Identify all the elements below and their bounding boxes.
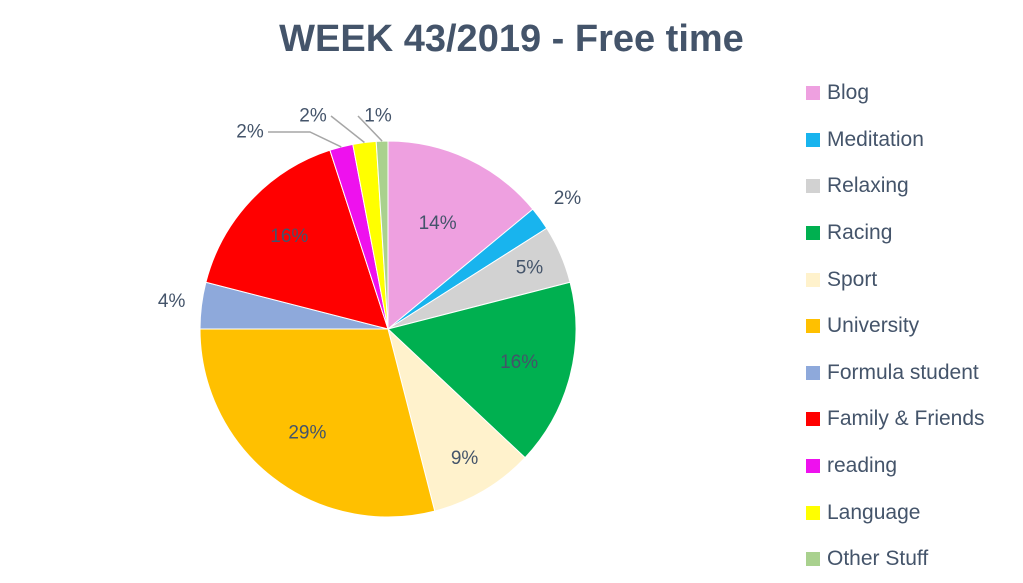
leader-line-other-stuff: [357, 115, 383, 142]
legend-label: Meditation: [827, 127, 924, 151]
leader-line-reading: [268, 131, 342, 148]
leader-line-language: [330, 115, 365, 144]
legend-item-other-stuff: Other Stuff: [806, 536, 985, 583]
pie-slice-university: [199, 328, 436, 518]
legend-swatch: [806, 272, 820, 287]
legend-swatch: [806, 412, 820, 427]
legend-label: Formula student: [827, 360, 979, 384]
pie-slice-sport: [387, 327, 526, 512]
legend-label: Relaxing: [827, 174, 909, 198]
data-label-other-stuff: 1%: [364, 106, 392, 127]
pie-chart: 14% 2% 5% 16% 9% 29% 4% 16% 2% 2% 1%: [158, 106, 582, 518]
legend-item-racing: Racing: [806, 210, 985, 257]
data-label-reading: 2%: [236, 122, 264, 143]
legend-item-family-friends: Family & Friends: [806, 396, 985, 443]
data-label-family-friends: 16%: [270, 226, 308, 247]
legend-label: University: [827, 314, 920, 338]
pie-slice-blog: [387, 140, 534, 331]
legend-label: Sport: [827, 267, 878, 291]
legend-swatch: [806, 505, 820, 520]
legend-item-blog: Blog: [806, 70, 985, 117]
legend-label: reading: [827, 454, 898, 478]
legend-swatch: [806, 179, 820, 194]
legend-item-meditation: Meditation: [806, 117, 985, 164]
data-label-language: 2%: [299, 106, 327, 127]
legend-swatch: [806, 226, 820, 241]
pie-slice-racing: [386, 281, 577, 459]
data-label-university: 29%: [288, 422, 326, 443]
legend-item-sport: Sport: [806, 256, 985, 303]
legend-swatch: [806, 132, 820, 147]
legend-item-university: University: [806, 303, 985, 350]
legend-label: Language: [827, 500, 921, 524]
legend-swatch: [806, 86, 820, 101]
data-label-meditation: 2%: [554, 188, 582, 209]
data-label-blog: 14%: [419, 213, 457, 234]
data-label-formula-student: 4%: [158, 291, 186, 312]
legend: Blog Meditation Relaxing Racing Sport Univers…: [806, 70, 985, 583]
legend-label: Family & Friends: [827, 407, 985, 431]
legend-swatch: [806, 459, 820, 474]
legend-item-formula-student: Formula student: [806, 350, 985, 397]
legend-label: Blog: [827, 81, 870, 105]
legend-item-reading: reading: [806, 443, 985, 490]
legend-item-relaxing: Relaxing: [806, 163, 985, 210]
data-label-racing: 16%: [500, 352, 538, 373]
legend-item-language: Language: [806, 489, 985, 536]
data-label-relaxing: 5%: [516, 257, 544, 278]
data-label-sport: 9%: [451, 448, 479, 469]
chart-title: WEEK 43/2019 - Free time: [279, 18, 744, 60]
legend-swatch: [806, 319, 820, 334]
pie-slice-family-friends: [205, 149, 389, 330]
legend-swatch: [806, 552, 820, 567]
legend-label: Other Stuff: [827, 547, 929, 571]
legend-label: Racing: [827, 221, 893, 245]
legend-swatch: [806, 365, 820, 380]
